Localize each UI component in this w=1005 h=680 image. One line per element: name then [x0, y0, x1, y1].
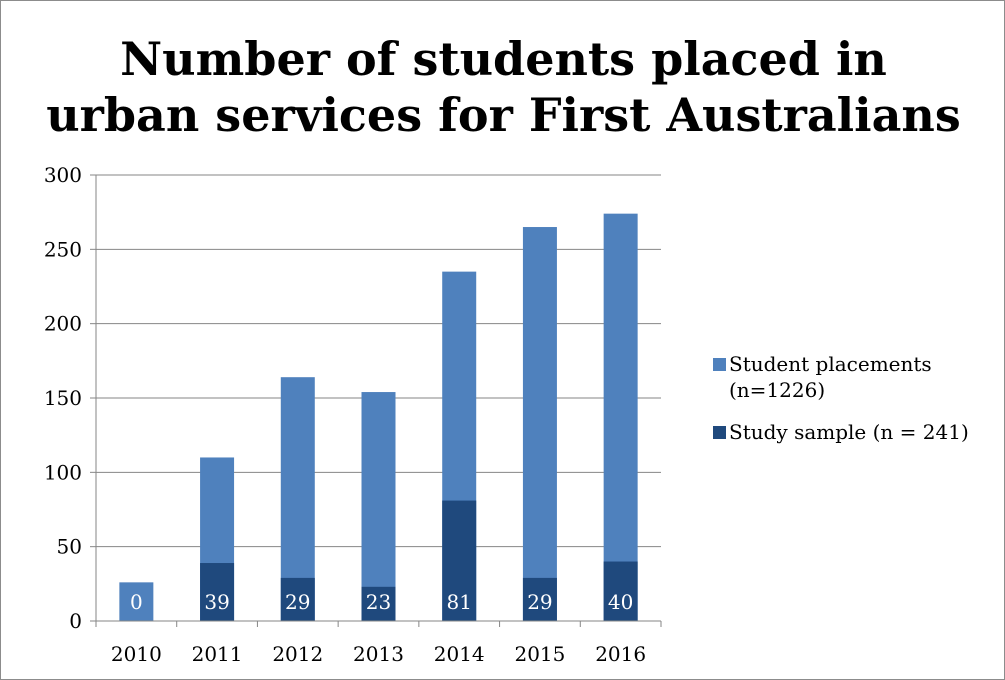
chart-title-line-2: urban services for First Australians — [46, 88, 961, 142]
x-tick-label: 2015 — [514, 642, 565, 666]
legend-swatch-study-sample — [713, 426, 726, 439]
bar-student-placements — [603, 213, 638, 622]
x-tick-label: 2014 — [434, 642, 485, 666]
data-label-study-sample: 40 — [608, 590, 633, 614]
x-tick-label: 2012 — [272, 642, 323, 666]
y-tick-label: 0 — [69, 609, 82, 633]
bar-student-placements — [119, 582, 154, 621]
chart-title: Number of students placed in urban servi… — [1, 31, 1005, 143]
y-tick-label: 250 — [44, 237, 82, 261]
y-tick-label: 300 — [44, 163, 82, 187]
bar-study-sample — [200, 563, 235, 621]
y-tick-label: 200 — [44, 312, 82, 336]
bar-student-placements — [522, 227, 557, 622]
legend-label-study-sample: Study sample (n = 241) — [729, 419, 969, 445]
legend-label-line: (n=1226) — [729, 378, 826, 402]
chart-title-line-1: Number of students placed in — [120, 32, 887, 86]
data-label-study-sample: 29 — [285, 590, 310, 614]
bar-student-placements — [361, 392, 396, 621]
data-label-study-sample: 23 — [366, 590, 391, 614]
legend-label-line: Student placements — [729, 352, 932, 376]
data-label-study-sample: 0 — [130, 590, 143, 614]
x-tick-label: 2010 — [111, 642, 162, 666]
data-label-study-sample: 39 — [204, 590, 229, 614]
data-label-study-sample: 29 — [527, 590, 552, 614]
x-tick-label: 2013 — [353, 642, 404, 666]
legend-item-student-placements: Student placements (n=1226) — [713, 351, 1003, 403]
bar-study-sample — [522, 577, 557, 621]
bar-study-sample — [442, 500, 477, 621]
legend-swatch-student-placements — [713, 358, 726, 371]
y-tick-label: 50 — [57, 535, 82, 559]
legend: Student placements (n=1226) Study sample… — [713, 351, 1003, 461]
x-tick-label: 2011 — [192, 642, 243, 666]
x-tick-label: 2016 — [595, 642, 646, 666]
bar-study-sample — [603, 561, 638, 621]
legend-label-student-placements: Student placements (n=1226) — [729, 351, 932, 403]
y-tick-label: 100 — [44, 460, 82, 484]
legend-label-line: Study sample (n = 241) — [729, 420, 969, 444]
legend-item-study-sample: Study sample (n = 241) — [713, 419, 1003, 445]
bar-study-sample — [280, 577, 315, 621]
data-label-study-sample: 81 — [446, 590, 471, 614]
y-tick-label: 150 — [44, 386, 82, 410]
bar-study-sample — [361, 586, 396, 621]
